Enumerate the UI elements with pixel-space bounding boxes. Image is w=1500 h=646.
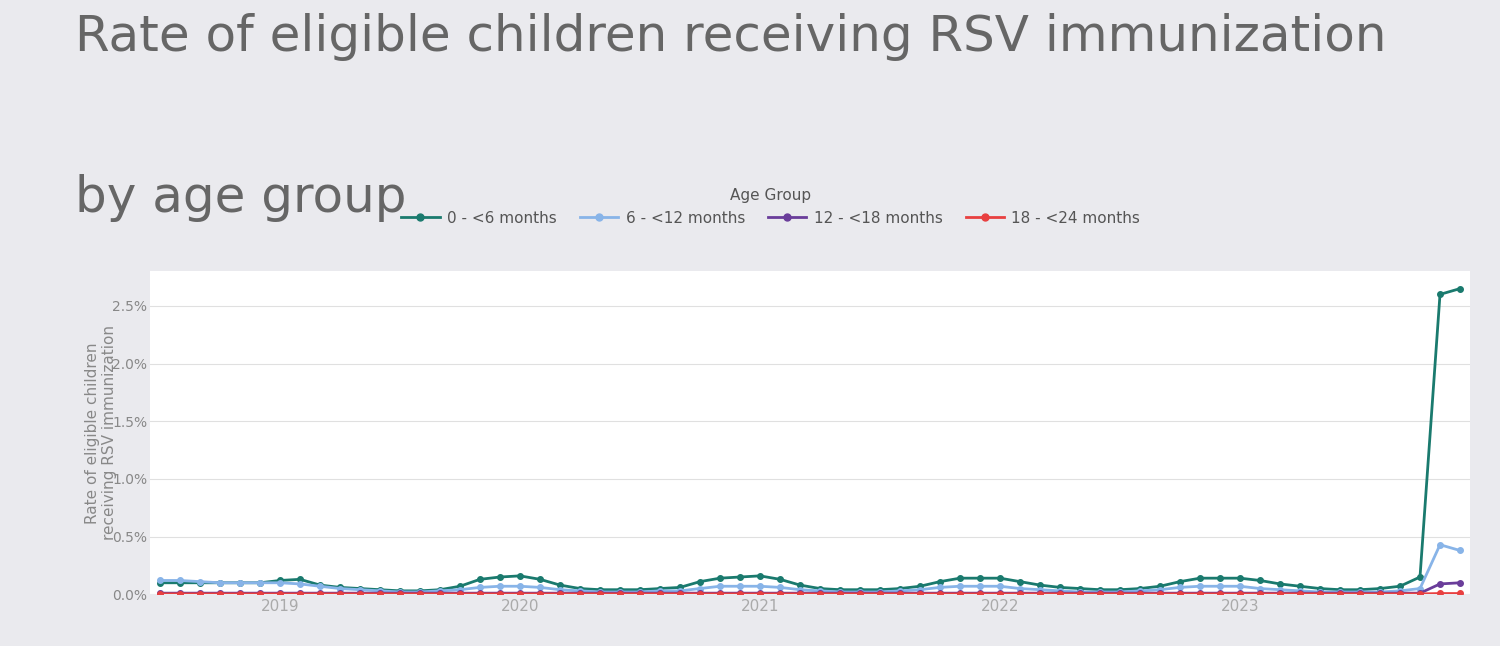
6 - <12 months: [1431, 541, 1449, 548]
0 - <6 months: [1450, 285, 1468, 293]
12 - <18 months: [152, 589, 170, 597]
0 - <6 months: [1191, 574, 1209, 582]
0 - <6 months: [730, 573, 748, 581]
18 - <24 months: [1352, 590, 1370, 598]
6 - <12 months: [1450, 547, 1468, 554]
6 - <12 months: [490, 583, 508, 590]
0 - <6 months: [152, 579, 170, 587]
0 - <6 months: [392, 587, 410, 595]
12 - <18 months: [471, 589, 489, 597]
18 - <24 months: [1450, 590, 1468, 598]
6 - <12 months: [730, 583, 748, 590]
18 - <24 months: [1431, 590, 1449, 598]
Line: 12 - <18 months: 12 - <18 months: [158, 580, 1462, 596]
12 - <18 months: [351, 589, 369, 597]
12 - <18 months: [550, 589, 568, 597]
Legend: 0 - <6 months, 6 - <12 months, 12 - <18 months, 18 - <24 months: 0 - <6 months, 6 - <12 months, 12 - <18 …: [394, 182, 1146, 232]
18 - <24 months: [251, 590, 268, 598]
6 - <12 months: [572, 587, 590, 595]
18 - <24 months: [152, 590, 170, 598]
18 - <24 months: [711, 590, 729, 598]
Line: 6 - <12 months: 6 - <12 months: [158, 542, 1462, 595]
Line: 0 - <6 months: 0 - <6 months: [158, 286, 1462, 594]
18 - <24 months: [550, 590, 568, 598]
6 - <12 months: [251, 579, 268, 587]
Line: 18 - <24 months: 18 - <24 months: [158, 590, 1462, 596]
12 - <18 months: [1172, 589, 1190, 597]
12 - <18 months: [711, 589, 729, 597]
0 - <6 months: [251, 579, 268, 587]
6 - <12 months: [152, 577, 170, 585]
12 - <18 months: [1352, 589, 1370, 597]
Y-axis label: Rate of eligible children
receiving RSV immunization: Rate of eligible children receiving RSV …: [86, 326, 117, 540]
18 - <24 months: [471, 590, 489, 598]
6 - <12 months: [392, 588, 410, 596]
0 - <6 months: [572, 585, 590, 592]
12 - <18 months: [1450, 579, 1468, 587]
Text: Rate of eligible children receiving RSV immunization: Rate of eligible children receiving RSV …: [75, 13, 1386, 61]
0 - <6 months: [1371, 585, 1389, 592]
6 - <12 months: [752, 583, 770, 590]
6 - <12 months: [1191, 583, 1209, 590]
18 - <24 months: [1172, 590, 1190, 598]
0 - <6 months: [490, 573, 508, 581]
Text: by age group: by age group: [75, 174, 407, 222]
